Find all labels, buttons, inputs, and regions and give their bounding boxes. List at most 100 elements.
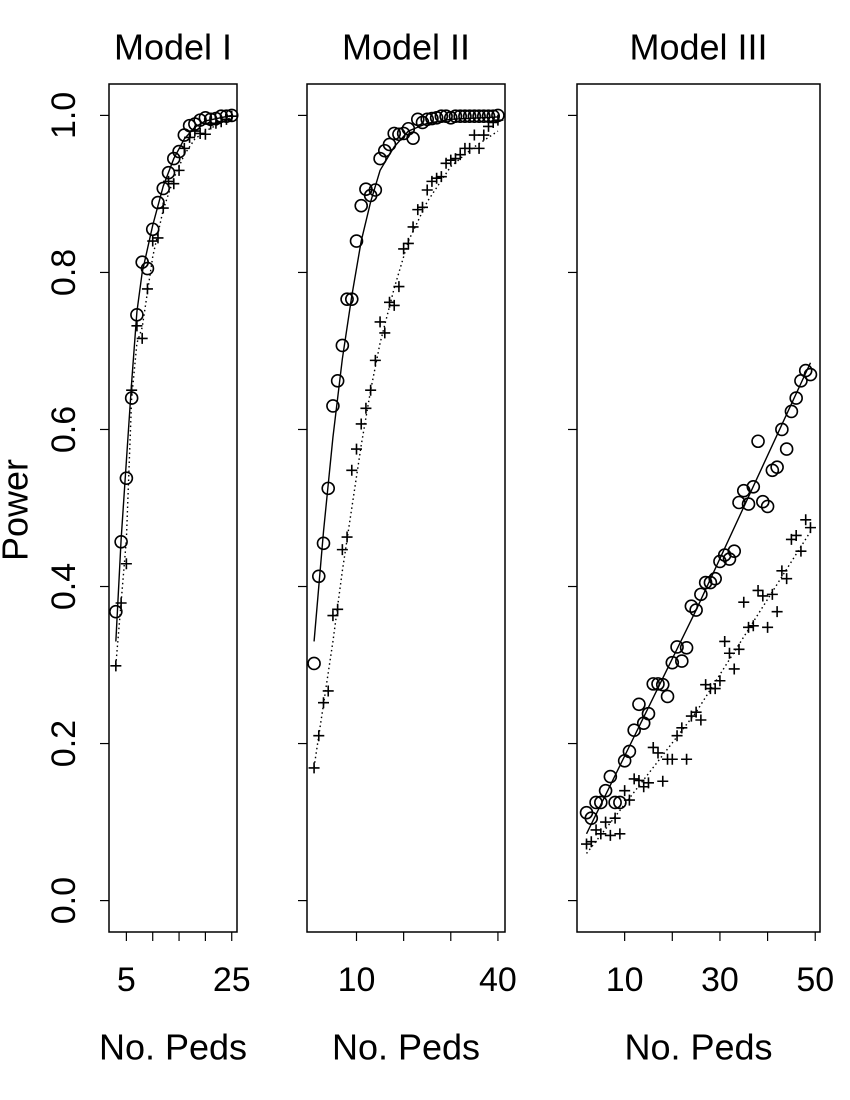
point-circle <box>770 460 784 474</box>
point-circle <box>354 198 369 213</box>
x-tick-label: 25 <box>213 961 251 999</box>
point-plus <box>738 596 750 608</box>
point-circle <box>684 599 699 613</box>
point-circle <box>321 481 336 496</box>
point-plus <box>355 418 367 430</box>
point-plus <box>173 164 185 176</box>
plot-frame <box>306 83 506 933</box>
x-tick-label: 40 <box>479 961 517 999</box>
point-plus <box>421 184 433 196</box>
point-circle <box>316 536 331 551</box>
point-plus <box>464 142 476 154</box>
point-circle <box>651 677 665 691</box>
point-plus <box>141 283 153 295</box>
point-plus <box>762 621 774 633</box>
point-circle <box>803 367 818 382</box>
x-tick-label: 10 <box>338 961 376 999</box>
point-circle <box>307 656 321 671</box>
point-circle <box>109 604 123 619</box>
y-tick-label: 0.2 <box>45 720 83 767</box>
point-plus <box>215 116 227 128</box>
point-plus <box>199 128 211 140</box>
point-circle <box>114 534 128 549</box>
point-plus <box>585 836 597 848</box>
point-circle <box>689 603 703 617</box>
point-plus <box>178 142 190 154</box>
point-plus <box>351 443 362 455</box>
point-plus <box>435 171 447 183</box>
point-circle <box>311 569 326 584</box>
point-plus <box>657 775 669 787</box>
point-plus <box>412 204 424 216</box>
point-plus <box>790 529 802 541</box>
point-circle <box>434 109 449 123</box>
point-plus <box>431 172 443 184</box>
point-plus <box>110 660 122 672</box>
point-plus <box>157 202 169 214</box>
point-plus <box>360 402 372 414</box>
point-plus <box>492 114 504 126</box>
y-tick-label: 1.0 <box>45 92 83 139</box>
point-circle <box>746 479 761 494</box>
point-circle <box>727 544 742 558</box>
point-circle <box>453 109 468 123</box>
point-circle <box>722 552 737 566</box>
y-tick-label: 0.4 <box>45 563 83 610</box>
point-plus <box>445 154 457 166</box>
point-plus <box>478 129 490 141</box>
point-plus <box>398 243 410 255</box>
point-plus <box>676 722 688 734</box>
point-circle <box>349 234 364 248</box>
point-plus <box>136 332 148 344</box>
point-plus <box>473 142 485 154</box>
point-plus <box>115 597 127 609</box>
point-circle <box>472 109 486 123</box>
point-plus <box>393 281 405 293</box>
point-plus <box>189 125 201 137</box>
point-plus <box>752 584 764 596</box>
point-plus <box>690 706 702 718</box>
point-circle <box>679 640 694 655</box>
point-plus <box>126 384 138 396</box>
plot-frame <box>108 83 238 933</box>
point-plus <box>804 522 816 534</box>
point-plus <box>728 663 740 675</box>
point-plus <box>723 647 735 659</box>
point-plus <box>388 299 400 311</box>
point-plus <box>402 237 414 249</box>
point-circle <box>670 640 684 654</box>
point-plus <box>308 762 320 774</box>
point-circle <box>326 399 340 413</box>
point-plus <box>633 774 645 786</box>
point-circle <box>660 689 675 704</box>
point-circle <box>589 795 603 810</box>
point-plus <box>671 730 683 742</box>
point-circle <box>789 391 803 405</box>
panel-title: Model II <box>342 27 470 68</box>
point-plus <box>681 753 693 765</box>
point-circle <box>368 183 383 197</box>
point-circle <box>622 744 637 759</box>
point-circle <box>598 783 613 798</box>
point-circle <box>382 137 397 152</box>
point-plus <box>743 621 755 633</box>
point-circle <box>775 422 789 437</box>
point-circle <box>140 261 155 276</box>
x-tick-label: 50 <box>796 961 834 999</box>
point-circle <box>420 112 435 127</box>
point-plus <box>771 606 783 618</box>
point-circle <box>330 373 345 388</box>
point-circle <box>340 292 354 306</box>
point-circle <box>632 697 646 712</box>
point-plus <box>468 129 480 141</box>
point-plus <box>719 635 731 647</box>
point-plus <box>733 643 745 655</box>
point-plus <box>795 545 807 557</box>
point-plus <box>595 828 607 840</box>
point-circle <box>145 222 160 237</box>
point-circle <box>784 404 799 419</box>
point-circle <box>779 442 794 456</box>
point-circle <box>708 571 722 586</box>
panel-title: Model III <box>629 27 767 68</box>
